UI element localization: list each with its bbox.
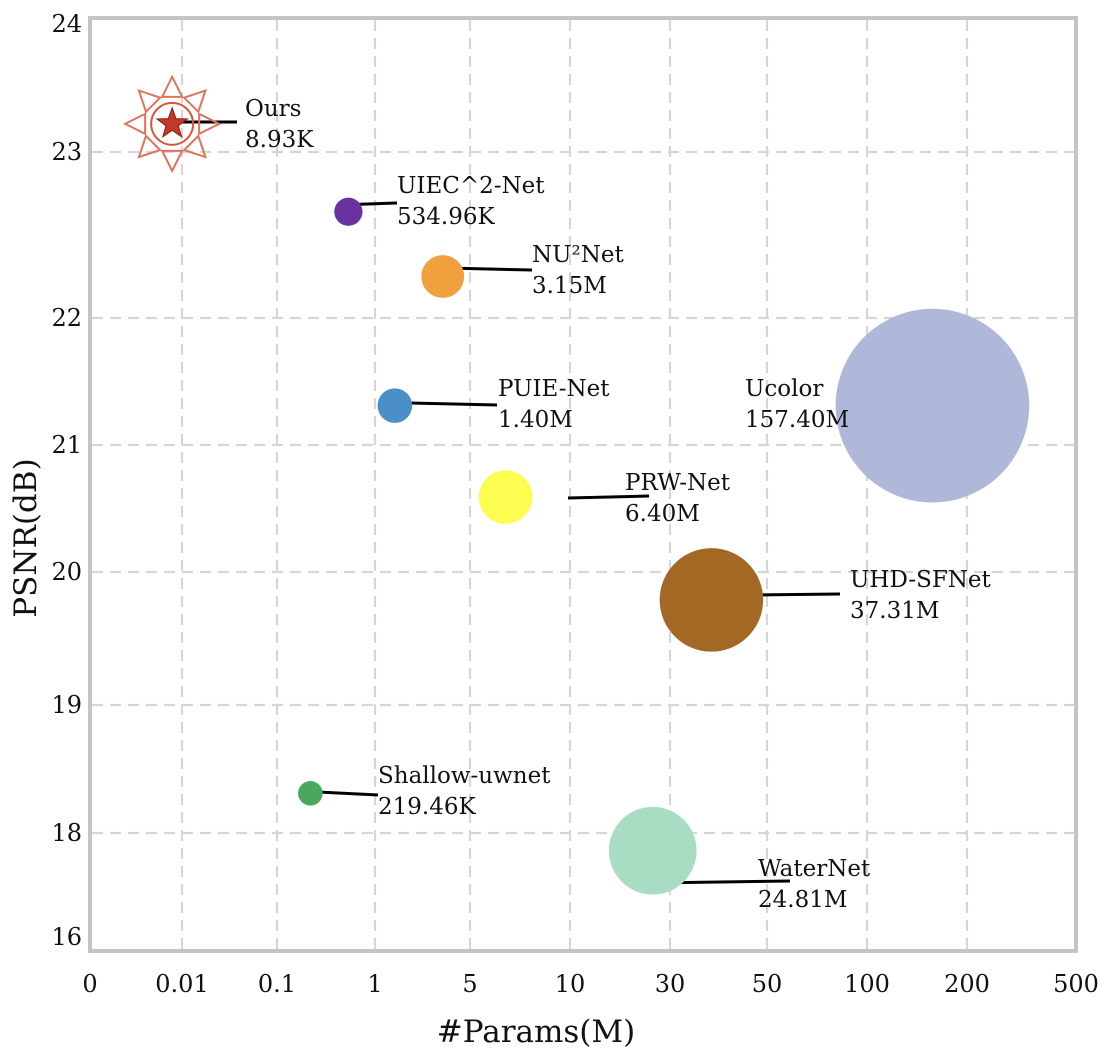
point-prw-net-bubble [478, 470, 533, 524]
point-waternet-bubble [608, 806, 697, 895]
point-shallow-uwnet-leader [317, 790, 379, 797]
point-waternet-name-label: WaterNet [758, 856, 871, 882]
point-uhd-sfnet-bubble [659, 548, 764, 652]
sun-ray-icon [182, 89, 207, 114]
x-tick-label: 1 [367, 970, 382, 998]
starfish-icon [155, 106, 189, 139]
point-puie-net-params-label: 1.40M [498, 407, 573, 433]
x-tick-label: 0.01 [155, 970, 208, 998]
point-puie-net-name-label: PUIE-Net [498, 376, 610, 402]
point-prw-net-params-label: 6.40M [625, 501, 700, 527]
point-uiec-2-net-name-label: UIEC^2-Net [397, 173, 545, 199]
point-uhd-sfnet-name-label: UHD-SFNet [850, 567, 992, 593]
y-tick-label: 19 [51, 691, 82, 719]
point-ours-name-label: Ours [245, 96, 301, 122]
point-uiec-2-net-bubble [334, 197, 363, 226]
y-tick-label: 23 [51, 138, 82, 166]
plot-frame [88, 16, 1078, 953]
x-tick-label: 30 [655, 970, 686, 998]
point-nu-net-bubble [421, 255, 465, 298]
x-tick-label: 10 [555, 970, 586, 998]
sun-ray-icon [137, 89, 162, 114]
y-tick-label: 24 [51, 10, 82, 38]
point-ours-marker [122, 74, 222, 174]
point-puie-net-leader [409, 401, 498, 407]
sun-ray-icon [122, 112, 147, 136]
point-waternet-params-label: 24.81M [758, 887, 847, 913]
point-uhd-sfnet-leader [750, 592, 841, 597]
point-puie-net-bubble [377, 388, 413, 423]
x-tick-label: 0.1 [258, 970, 296, 998]
sun-ray-icon [182, 134, 207, 159]
point-prw-net-name-label: PRW-Net [625, 470, 731, 496]
point-ucolor-params-label: 157.40M [745, 407, 849, 433]
point-shallow-uwnet-bubble [298, 781, 323, 806]
y-axis-title: PSNR(dB) [8, 458, 44, 617]
sun-ray-icon [137, 134, 162, 159]
y-tick-label: 22 [51, 304, 82, 332]
y-tick-label: 16 [51, 923, 82, 951]
point-ours-params-label: 8.93K [245, 127, 314, 153]
sun-ray-icon [198, 112, 222, 136]
point-shallow-uwnet-params-label: 219.46K [378, 794, 476, 820]
sun-ray-icon [160, 74, 184, 98]
y-tick-label: 20 [51, 558, 82, 586]
x-axis-title: #Params(M) [437, 1014, 635, 1050]
x-tick-label: 500 [1053, 970, 1099, 998]
point-nu-net-params-label: 3.15M [532, 273, 607, 299]
x-tick-label: 0 [82, 970, 97, 998]
x-tick-label: 200 [944, 970, 990, 998]
point-prw-net-leader [567, 494, 650, 500]
y-tick-label: 21 [51, 431, 82, 459]
y-tick-label: 18 [51, 819, 82, 847]
point-uiec-2-net-params-label: 534.96K [397, 204, 495, 230]
x-tick-label: 100 [844, 970, 890, 998]
point-uhd-sfnet-params-label: 37.31M [850, 598, 939, 624]
point-shallow-uwnet-name-label: Shallow-uwnet [378, 763, 551, 789]
x-tick-label: 50 [752, 970, 783, 998]
sun-ray-icon [160, 149, 184, 174]
point-ucolor-bubble [835, 308, 1030, 503]
point-ucolor-name-label: Ucolor [745, 376, 823, 402]
point-nu-net-name-label: NU²Net [532, 242, 624, 268]
x-tick-label: 5 [462, 970, 477, 998]
sun-ring-icon [150, 101, 195, 146]
